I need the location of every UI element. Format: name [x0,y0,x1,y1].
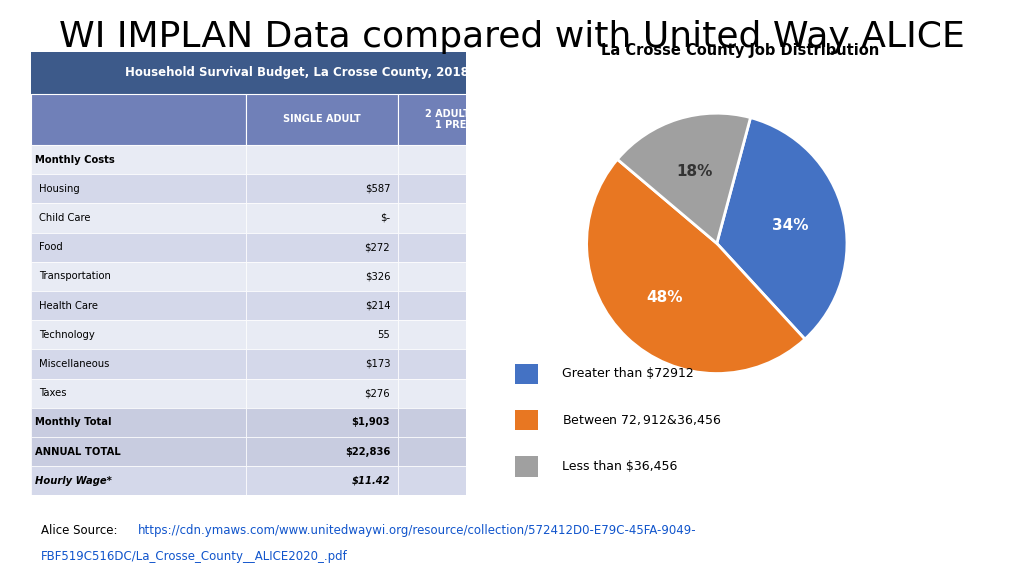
Text: $1,903: $1,903 [351,418,390,427]
FancyBboxPatch shape [515,410,539,430]
FancyBboxPatch shape [31,94,247,145]
FancyBboxPatch shape [31,174,247,203]
FancyBboxPatch shape [247,378,398,408]
Text: Housing: Housing [39,184,80,194]
Text: $6,076: $6,076 [517,418,555,427]
FancyBboxPatch shape [247,203,398,233]
FancyBboxPatch shape [398,437,563,466]
FancyBboxPatch shape [515,456,539,476]
FancyBboxPatch shape [31,350,247,378]
FancyBboxPatch shape [398,291,563,320]
Text: $824: $824 [529,242,555,252]
FancyBboxPatch shape [461,18,1019,514]
Wedge shape [587,160,805,373]
Text: https://cdn.ymaws.com/www.unitedwaywi.org/resource/collection/572412D0-E79C-45FA: https://cdn.ymaws.com/www.unitedwaywi.or… [138,524,697,537]
FancyBboxPatch shape [247,262,398,291]
Text: Less than $36,456: Less than $36,456 [562,460,677,473]
Text: $173: $173 [365,359,390,369]
Text: Food: Food [39,242,62,252]
FancyBboxPatch shape [398,203,563,233]
Text: Hourly Wage*: Hourly Wage* [35,476,112,486]
Text: SINGLE ADULT: SINGLE ADULT [284,115,361,124]
FancyBboxPatch shape [31,320,247,350]
Text: $795: $795 [529,271,555,281]
Text: Transportation: Transportation [39,271,111,281]
Text: Monthly Total: Monthly Total [35,418,112,427]
Text: La Crosse County Job Distribution: La Crosse County Job Distribution [601,43,879,58]
FancyBboxPatch shape [398,466,563,495]
Text: Household Survival Budget, La Crosse County, 2018: Household Survival Budget, La Crosse Cou… [125,66,469,79]
Text: $587: $587 [365,184,390,194]
FancyBboxPatch shape [31,233,247,262]
Text: 34%: 34% [772,218,808,233]
Text: Child Care: Child Care [39,213,90,223]
FancyBboxPatch shape [31,466,247,495]
FancyBboxPatch shape [398,378,563,408]
FancyBboxPatch shape [247,174,398,203]
Text: $326: $326 [365,271,390,281]
Text: $22,836: $22,836 [345,446,390,457]
Text: 2 ADULTS, 1 INFANT,
1 PRESCHOOLER: 2 ADULTS, 1 INFANT, 1 PRESCHOOLER [425,109,537,130]
FancyBboxPatch shape [247,320,398,350]
Wedge shape [617,113,751,244]
Text: Technology: Technology [39,330,94,340]
Text: $-: $- [380,213,390,223]
FancyBboxPatch shape [398,320,563,350]
Text: $11.42: $11.42 [351,476,390,486]
FancyBboxPatch shape [398,233,563,262]
Text: $75: $75 [536,330,555,340]
FancyBboxPatch shape [398,408,563,437]
FancyBboxPatch shape [247,437,398,466]
FancyBboxPatch shape [31,378,247,408]
Text: $844: $844 [530,388,555,398]
FancyBboxPatch shape [31,262,247,291]
Text: Taxes: Taxes [39,388,67,398]
FancyBboxPatch shape [31,52,563,94]
Text: $919: $919 [529,184,555,194]
FancyBboxPatch shape [31,145,247,174]
Text: WI IMPLAN Data compared with United Way ALICE: WI IMPLAN Data compared with United Way … [59,20,965,54]
FancyBboxPatch shape [515,363,539,384]
Text: Greater than $72912: Greater than $72912 [562,367,693,380]
FancyBboxPatch shape [247,291,398,320]
FancyBboxPatch shape [247,233,398,262]
FancyBboxPatch shape [247,466,398,495]
Text: Alice Source:: Alice Source: [41,524,125,537]
Text: $552: $552 [529,359,555,369]
FancyBboxPatch shape [247,94,398,145]
Text: 48%: 48% [646,290,683,305]
FancyBboxPatch shape [31,437,247,466]
FancyBboxPatch shape [247,350,398,378]
Text: $272: $272 [365,242,390,252]
Text: $36.46: $36.46 [516,476,555,486]
FancyBboxPatch shape [398,174,563,203]
Text: $699: $699 [529,301,555,310]
FancyBboxPatch shape [247,408,398,437]
Text: $72,912: $72,912 [510,446,555,457]
Text: Monthly Costs: Monthly Costs [35,154,115,165]
Text: ANNUAL TOTAL: ANNUAL TOTAL [35,446,121,457]
Text: FBF519C516DC/La_Crosse_County__ALICE2020_.pdf: FBF519C516DC/La_Crosse_County__ALICE2020… [41,550,348,563]
Text: 18%: 18% [676,164,713,179]
FancyBboxPatch shape [31,408,247,437]
Text: $276: $276 [365,388,390,398]
FancyBboxPatch shape [31,203,247,233]
Text: Between $72,912 & $36,456: Between $72,912 & $36,456 [562,413,721,427]
Text: Miscellaneous: Miscellaneous [39,359,110,369]
FancyBboxPatch shape [398,94,563,145]
Text: $214: $214 [365,301,390,310]
FancyBboxPatch shape [398,145,563,174]
Text: 55: 55 [378,330,390,340]
FancyBboxPatch shape [31,291,247,320]
Text: $1,368: $1,368 [520,213,555,223]
Text: Health Care: Health Care [39,301,97,310]
FancyBboxPatch shape [247,145,398,174]
Wedge shape [717,118,847,339]
FancyBboxPatch shape [398,262,563,291]
FancyBboxPatch shape [398,350,563,378]
